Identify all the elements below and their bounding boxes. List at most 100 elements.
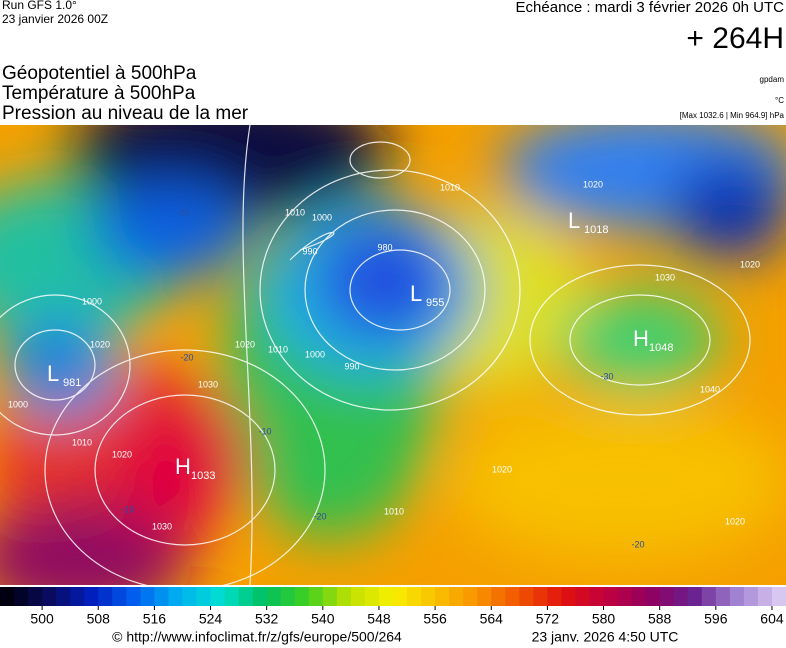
colorbar-tick-label: 596 [704, 611, 728, 627]
timestamp: 23 janv. 2026 4:50 UTC [532, 629, 679, 645]
isobar-label: 1020 [583, 179, 603, 189]
colorbar-swatch [350, 587, 366, 606]
colorbar-swatch [28, 587, 43, 606]
colorbar-swatch [603, 587, 619, 606]
colorbar-swatch [729, 587, 745, 606]
colorbar-tick-label: 524 [199, 611, 223, 627]
colorbar-swatch [210, 587, 226, 606]
valid-time: Echéance : mardi 3 février 2026 0h UTC [516, 0, 785, 16]
isobar-label: 1010 [384, 506, 404, 516]
colorbar-swatch [70, 587, 85, 606]
isobar-label: 1010 [72, 437, 92, 447]
isobar-label: 1020 [725, 516, 745, 526]
unit: [Max 1032.6 | Min 964.9] hPa [680, 111, 785, 120]
colorbar-swatch [294, 587, 310, 606]
isobar-label: 1020 [235, 339, 255, 349]
colorbar-tick-label: 604 [760, 611, 784, 627]
colorbar-swatch [378, 587, 394, 606]
isobar-label: 1040 [700, 384, 720, 394]
colorbar-swatch [168, 587, 183, 606]
temperature-label: -10 [176, 207, 189, 217]
colorbar-tick-label: 588 [648, 611, 672, 627]
colorbar-swatch [182, 587, 197, 606]
center-pressure: 955 [426, 297, 444, 309]
center-letter: H [633, 326, 649, 351]
colorbar-tick-label: 548 [367, 611, 391, 627]
map [0, 125, 786, 585]
center-letter: L [47, 361, 59, 386]
center-letter: L [568, 208, 580, 233]
colorbar-swatch [266, 587, 282, 606]
isobar-label: 1010 [268, 344, 288, 354]
isobar-label: 1030 [655, 272, 675, 282]
title: Pression au niveau de la mer [2, 103, 249, 124]
colorbar-swatch [126, 587, 141, 606]
unit: °C [775, 96, 784, 105]
colorbar-swatch [421, 587, 436, 606]
colorbar-swatch [322, 587, 338, 606]
colorbar-swatch [449, 587, 464, 606]
colorbar-tick-label: 500 [30, 611, 54, 627]
colorbar-swatch [659, 587, 675, 606]
isobar-label: 1030 [152, 521, 172, 531]
colorbar-swatch [407, 587, 422, 606]
colorbar-tick-label: 532 [255, 611, 279, 627]
colorbar-swatch [645, 587, 661, 606]
colorbar-swatch [98, 587, 113, 606]
temperature-label: -20 [180, 352, 193, 362]
colorbar-swatch [589, 587, 605, 606]
lead-time: + 264H [686, 22, 784, 55]
isobar-label: 1010 [440, 182, 460, 192]
isobar-label: 990 [302, 246, 317, 256]
isobar-label: 980 [377, 242, 392, 252]
colorbar-tick-label: 572 [536, 611, 560, 627]
isobar-label: 1000 [8, 399, 28, 409]
colorbar-swatch [336, 587, 352, 606]
isobar-label: 1000 [82, 296, 102, 306]
center-pressure: 1018 [584, 224, 608, 236]
isobar-label: 1020 [740, 259, 760, 269]
colorbar-swatch [280, 587, 296, 606]
center-letter: L [410, 281, 422, 306]
temperature-label: -20 [631, 539, 644, 549]
center-pressure: 981 [63, 377, 81, 389]
isobar-label: 1030 [198, 379, 218, 389]
colorbar-swatch [196, 587, 212, 606]
colorbar-swatch [252, 587, 268, 606]
colorbar-swatch [238, 587, 254, 606]
colorbar-tick-label: 540 [311, 611, 335, 627]
center-pressure: 1033 [191, 470, 215, 482]
colorbar-swatch [0, 587, 15, 606]
colorbar-swatch [491, 587, 506, 606]
colorbar-swatch [547, 587, 562, 606]
isobar-label: 1020 [90, 339, 110, 349]
isobar-label: 1010 [285, 207, 305, 217]
isobar-label: 1000 [305, 349, 325, 359]
temperature-label: -20 [313, 511, 326, 521]
colorbar-swatch [477, 587, 492, 606]
isobar-label: 990 [344, 361, 359, 371]
colorbar-swatch [14, 587, 29, 606]
title: Température à 500hPa [2, 83, 196, 104]
colorbar: 500 508 516 524 532 540 548 556 564 572 580 588 596 6… [0, 587, 786, 627]
colorbar-swatch [757, 587, 773, 606]
colorbar-swatch [393, 587, 408, 606]
colorbar-swatch [743, 587, 759, 606]
colorbar-swatch [140, 587, 155, 606]
colorbar-tick-label: 564 [480, 611, 504, 627]
run-label: Run GFS 1.0° [2, 0, 77, 12]
colorbar-swatch [364, 587, 380, 606]
colorbar-swatch [84, 587, 99, 606]
temperature-label: -30 [600, 371, 613, 381]
isobar-label: 1000 [312, 212, 332, 222]
colorbar-tick-label: 516 [143, 611, 167, 627]
colorbar-swatch [631, 587, 647, 606]
center-letter: H [175, 454, 191, 479]
colorbar-swatch [112, 587, 127, 606]
colorbar-swatch [308, 587, 324, 606]
colorbar-swatch [435, 587, 450, 606]
colorbar-swatch [154, 587, 169, 606]
isobar-label: 1020 [112, 449, 132, 459]
colorbar-swatch [224, 587, 240, 606]
